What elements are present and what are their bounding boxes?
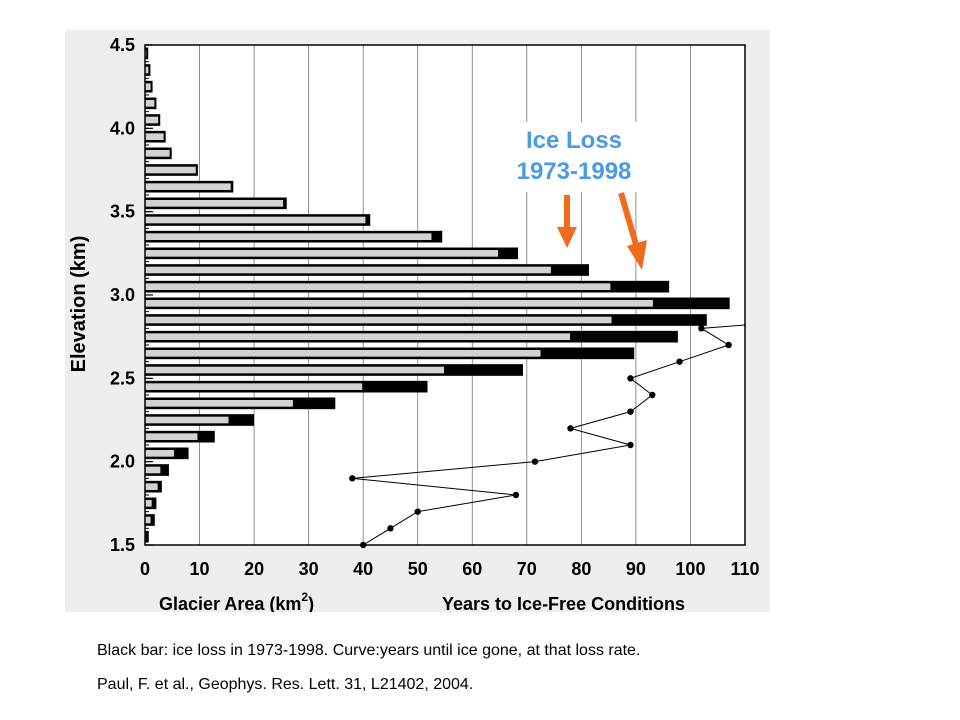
y-axis-label: Elevation (km): [68, 236, 90, 373]
bar-remaining-area: [145, 383, 363, 390]
x-tick-label: 80: [571, 559, 591, 579]
x-axis-label-years: Years to Ice-Free Conditions: [442, 594, 685, 612]
caption-line1: Black bar: ice loss in 1973-1998. Curve:…: [97, 642, 641, 659]
bar-remaining-area: [145, 466, 161, 474]
axes: 0 10 20 30 40 50 60 70 80 90 100 110 1.5 2.0 2.5 3.0 3.5…: [110, 35, 760, 579]
x-tick-label: 50: [408, 559, 428, 579]
plot-frame: [144, 44, 746, 546]
bar-remaining-area: [145, 266, 551, 274]
x-tick-label: 100: [675, 559, 705, 579]
x-tick-label: 110: [730, 559, 759, 579]
y-tick-label: 4.0: [110, 118, 135, 138]
years-curve-point: [627, 408, 634, 415]
bar-remaining-area: [145, 250, 498, 257]
x-tick-label: 0: [140, 559, 150, 579]
chart-panel: 0 10 20 30 40 50 60 70 80 90 100 110 1.5 2.0 2.5 3.0 3.5…: [65, 30, 770, 612]
y-tick-label: 3.0: [110, 285, 135, 305]
years-curve-point: [414, 508, 421, 515]
y-tick-label: 2.0: [110, 452, 135, 472]
bar-remaining-area: [145, 366, 444, 374]
annotation-box: [497, 122, 652, 192]
bar-remaining-area: [145, 116, 159, 124]
bar-remaining-area: [145, 66, 149, 74]
x-tick-label: 20: [244, 559, 264, 579]
bar-remaining-area: [145, 100, 155, 107]
y-tick-label: 1.5: [110, 535, 135, 555]
glacier-chart: 0 10 20 30 40 50 60 70 80 90 100 110 1.5 2.0 2.5 3.0 3.5…: [68, 35, 760, 612]
bar-remaining-area: [145, 416, 229, 424]
years-curve-point: [387, 525, 394, 532]
arrow-right: [618, 192, 647, 270]
caption-line2: Paul, F. et al., Geophys. Res. Lett. 31,…: [97, 676, 474, 693]
bar-remaining-area: [145, 333, 570, 340]
x-axis-label-area: Glacier Area (km2): [159, 590, 314, 612]
bar-remaining-area: [145, 216, 366, 224]
x-tick-label: 90: [626, 559, 646, 579]
bar-remaining-area: [145, 483, 158, 490]
annotation-line2: 1973-1998: [517, 158, 632, 185]
years-curve-point: [627, 441, 634, 449]
years-curve-point: [698, 325, 705, 332]
bar-remaining-area: [145, 300, 653, 307]
bar-remaining-area: [145, 233, 432, 240]
bar-remaining-area: [145, 133, 164, 140]
years-curve-point: [725, 341, 732, 349]
bar-remaining-area: [145, 350, 541, 357]
bar-remaining-area: [145, 316, 612, 324]
y-tick-label: 3.5: [110, 202, 135, 222]
bar-remaining-area: [145, 283, 611, 290]
x-tick-label: 10: [190, 559, 210, 579]
years-curve: [349, 324, 746, 549]
y-tick-label: 4.5: [110, 35, 135, 55]
bar-remaining-area: [145, 200, 284, 207]
y-tick-label: 2.5: [110, 368, 135, 388]
years-curve-point: [649, 391, 656, 399]
bar-remaining-area: [145, 450, 174, 457]
bars: [144, 47, 730, 543]
bar-remaining-area: [145, 433, 198, 440]
bar-remaining-area: [145, 500, 152, 507]
bar-remaining-area: [145, 516, 151, 524]
years-curve-point: [531, 458, 539, 465]
x-tick-label: 70: [517, 559, 537, 579]
years-curve-point: [567, 425, 574, 432]
annotation: Ice Loss 1973-1998: [497, 122, 652, 270]
annotation-line1: Ice Loss: [526, 127, 622, 154]
x-tick-label: 30: [299, 559, 319, 579]
years-curve-point: [512, 491, 520, 499]
bar-remaining-area: [145, 183, 231, 190]
arrow-left: [557, 195, 577, 248]
years-curve-point: [627, 375, 634, 382]
x-tick-label: 40: [353, 559, 373, 579]
bar-remaining-area: [145, 166, 196, 174]
bar-remaining-area: [145, 150, 170, 157]
years-curve-point: [349, 475, 356, 482]
bar-remaining-area: [145, 400, 293, 407]
years-curve-point: [676, 358, 683, 365]
x-tick-label: 60: [462, 559, 482, 579]
bar-remaining-area: [145, 83, 151, 90]
